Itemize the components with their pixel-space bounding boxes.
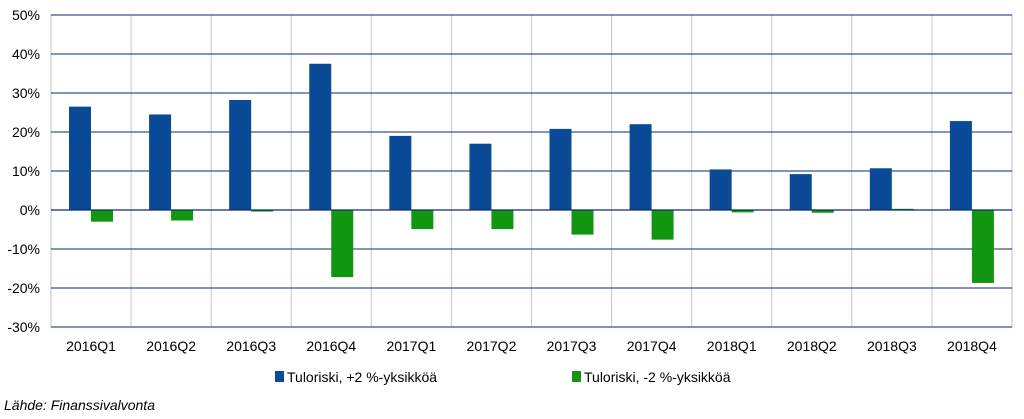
x-tick-label: 2017Q4 [627, 338, 677, 354]
x-tick-label: 2018Q2 [787, 338, 837, 354]
bar-minus-2018Q1 [731, 210, 754, 213]
x-tick-label: 2017Q2 [467, 338, 517, 354]
legend-label: Tuloriski, +2 %-yksikköä [287, 369, 437, 385]
bar-plus-2018Q3 [869, 168, 892, 210]
bar-minus-2017Q2 [491, 210, 514, 230]
bar-plus-2016Q3 [229, 100, 252, 210]
bar-plus-2018Q2 [789, 174, 812, 210]
legend-label: Tuloriski, -2 %-yksikköä [584, 369, 731, 385]
bar-plus-2018Q4 [949, 121, 972, 210]
x-tick-label: 2016Q2 [146, 338, 196, 354]
bar-minus-2016Q3 [251, 210, 274, 212]
bar-minus-2017Q3 [571, 210, 594, 235]
x-tick-label: 2018Q4 [947, 338, 997, 354]
bar-plus-2017Q2 [469, 143, 492, 210]
bar-plus-2017Q4 [629, 124, 652, 210]
bar-plus-2016Q1 [69, 106, 91, 210]
y-tick-label: 20% [12, 124, 40, 140]
y-tick-label: -20% [7, 280, 40, 296]
bar-plus-2018Q1 [709, 169, 732, 210]
legend-swatch [572, 371, 581, 382]
source-note: Lähde: Finanssivalvonta [4, 397, 155, 413]
bar-minus-2016Q1 [91, 210, 113, 222]
y-tick-label: -10% [7, 241, 40, 257]
bar-minus-2017Q4 [651, 210, 674, 240]
x-tick-label: 2017Q3 [547, 338, 597, 354]
x-tick-label: 2017Q1 [386, 338, 436, 354]
y-tick-label: -30% [7, 319, 40, 335]
x-tick-label: 2018Q1 [707, 338, 757, 354]
x-tick-label: 2016Q3 [226, 338, 276, 354]
bar-minus-2018Q4 [971, 210, 994, 283]
x-tick-label: 2016Q4 [306, 338, 356, 354]
bar-minus-2016Q4 [331, 210, 354, 278]
y-tick-label: 30% [12, 85, 40, 101]
y-tick-label: 0% [20, 202, 40, 218]
bar-plus-2016Q2 [149, 114, 172, 210]
bar-plus-2016Q4 [309, 63, 332, 210]
bar-plus-2017Q1 [389, 135, 412, 210]
y-tick-label: 10% [12, 163, 40, 179]
bar-minus-2017Q1 [411, 210, 434, 230]
y-tick-label: 50% [12, 7, 40, 23]
bar-minus-2018Q2 [811, 210, 834, 213]
legend-swatch [275, 371, 284, 382]
x-tick-label: 2018Q3 [867, 338, 917, 354]
y-tick-label: 40% [12, 46, 40, 62]
x-tick-label: 2016Q1 [66, 338, 116, 354]
bar-minus-2016Q2 [171, 210, 194, 221]
bar-plus-2017Q3 [549, 128, 572, 210]
